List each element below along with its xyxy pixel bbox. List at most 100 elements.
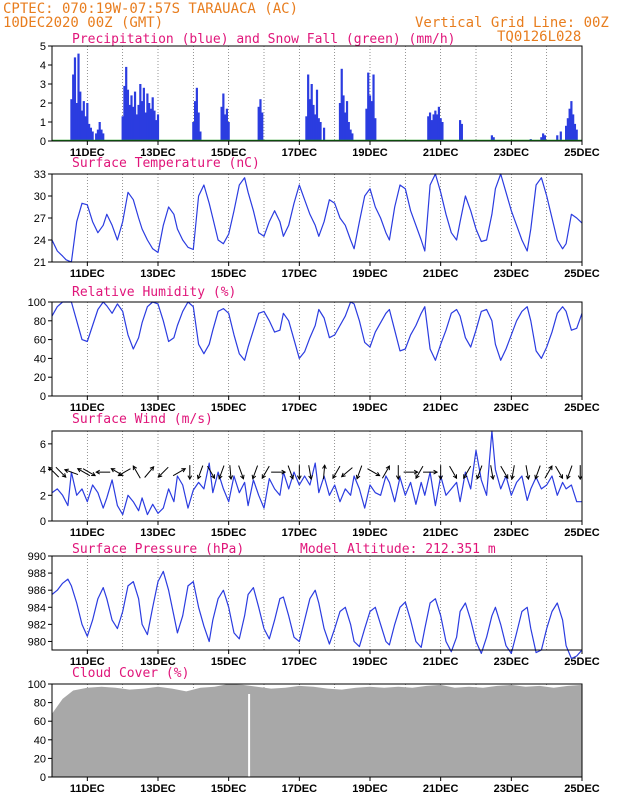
series-line [51, 430, 582, 516]
precip-bar [565, 125, 568, 141]
y-tick-label: 30 [34, 191, 46, 203]
panel-title: Surface Temperature (nC) [72, 156, 260, 171]
wind-arrow [132, 465, 141, 479]
precip-bar [102, 133, 105, 141]
precip-bar [86, 103, 89, 141]
wind-arrow [355, 465, 363, 480]
precip-bar [123, 85, 126, 141]
precip-bar [100, 129, 103, 141]
wind-arrow [95, 469, 111, 475]
wind-arrow [367, 468, 381, 477]
wind-arrow [308, 465, 313, 481]
y-tick-label: 24 [34, 235, 46, 247]
x-tick-label: 11DEC [70, 527, 105, 539]
precip-bar [132, 106, 135, 141]
precip-bar [430, 120, 433, 141]
x-tick-label: 25DEC [564, 783, 600, 795]
model-code-label: TQ0126L028 [497, 29, 581, 45]
wind-arrow [187, 465, 193, 481]
precip-bar [227, 122, 230, 141]
wind-arrow [490, 465, 495, 481]
precip-bar [542, 133, 545, 141]
x-tick-label: 13DEC [140, 783, 176, 795]
precip-bar [459, 120, 462, 141]
precip-bar [344, 112, 347, 141]
cloud-cover-area [52, 684, 582, 777]
precip-bar [98, 122, 101, 141]
precip-bar [133, 91, 137, 141]
precip-bar [312, 104, 315, 141]
y-tick-label: 100 [28, 679, 46, 691]
x-tick-label: 13DEC [140, 268, 176, 280]
x-tick-label: 17DEC [282, 147, 318, 159]
x-tick-label: 11DEC [70, 402, 105, 414]
wind-arrow [48, 466, 60, 478]
x-tick-label: 23DEC [494, 527, 530, 539]
wind-arrow [500, 465, 509, 480]
precip-bar [370, 101, 373, 141]
precip-bar [70, 99, 73, 141]
precip-bar [315, 89, 319, 141]
y-tick-label: 4 [40, 60, 46, 72]
x-tick-label: 25DEC [564, 402, 600, 414]
precip-bar [82, 101, 85, 141]
wind-arrow [296, 465, 302, 481]
wind-arrow [381, 465, 390, 479]
y-tick-label: 4 [40, 465, 46, 477]
wind-arrow [117, 468, 131, 477]
y-tick-label: 0 [40, 391, 46, 403]
x-tick-label: 13DEC [140, 656, 176, 668]
precip-bar [192, 122, 195, 141]
grid-note-label: Vertical Grid Line: 00Z [415, 15, 609, 31]
precip-bar [199, 131, 202, 141]
x-tick-label: 23DEC [494, 147, 530, 159]
wind-arrow [463, 465, 472, 480]
panel-title: Cloud Cover (%) [72, 666, 189, 681]
precip-bar [439, 118, 442, 141]
precip-bar [195, 87, 198, 141]
panel-frame [51, 45, 583, 142]
precip-bar [135, 114, 138, 141]
y-tick-label: 0 [40, 136, 46, 148]
x-tick-label: 17DEC [282, 656, 318, 668]
panel-3: Relative Humidity (%) 0 20 40 60 80 100 11DEC 13… [28, 285, 600, 414]
wind-arrow [476, 465, 483, 480]
y-tick-label: 21 [34, 257, 46, 269]
series-line [51, 301, 583, 361]
x-tick-label: 15DEC [211, 527, 247, 539]
precip-bar [365, 108, 368, 141]
wind-arrow [110, 468, 124, 477]
station-header: CPTEC: 070:19W-07:57S TARAUACA (AC) [3, 1, 298, 17]
precip-bar [428, 112, 432, 141]
precip-bar [307, 74, 310, 141]
precip-bar [570, 101, 573, 141]
precip-bar [77, 53, 80, 141]
x-tick-label: 11DEC [70, 147, 105, 159]
precip-bar [427, 116, 430, 141]
y-tick-label: 33 [34, 169, 46, 181]
precip-bar [437, 106, 440, 141]
wind-arrow [271, 469, 287, 475]
precip-bar [96, 129, 100, 141]
x-tick-label: 19DEC [352, 147, 388, 159]
precip-bar [225, 108, 228, 141]
wind-arrow [332, 465, 341, 480]
x-tick-label: 19DEC [352, 783, 388, 795]
x-tick-label: 15DEC [211, 402, 247, 414]
x-tick-label: 19DEC [352, 402, 388, 414]
wind-arrow [449, 465, 458, 480]
x-tick-label: 11DEC [70, 783, 105, 795]
panel-title: Surface Pressure (hPa) [72, 542, 244, 557]
x-tick-label: 15DEC [211, 147, 247, 159]
precip-bar [367, 72, 370, 141]
x-tick-label: 19DEC [352, 268, 388, 280]
x-tick-label: 23DEC [494, 402, 530, 414]
precip-bar [314, 114, 317, 141]
precip-bar [73, 57, 77, 141]
wind-arrow [403, 469, 419, 475]
y-tick-label: 80 [34, 698, 46, 710]
x-tick-label: 25DEC [564, 527, 600, 539]
precip-bar [573, 123, 577, 141]
precip-bar [572, 114, 575, 141]
precip-bar [220, 106, 223, 141]
